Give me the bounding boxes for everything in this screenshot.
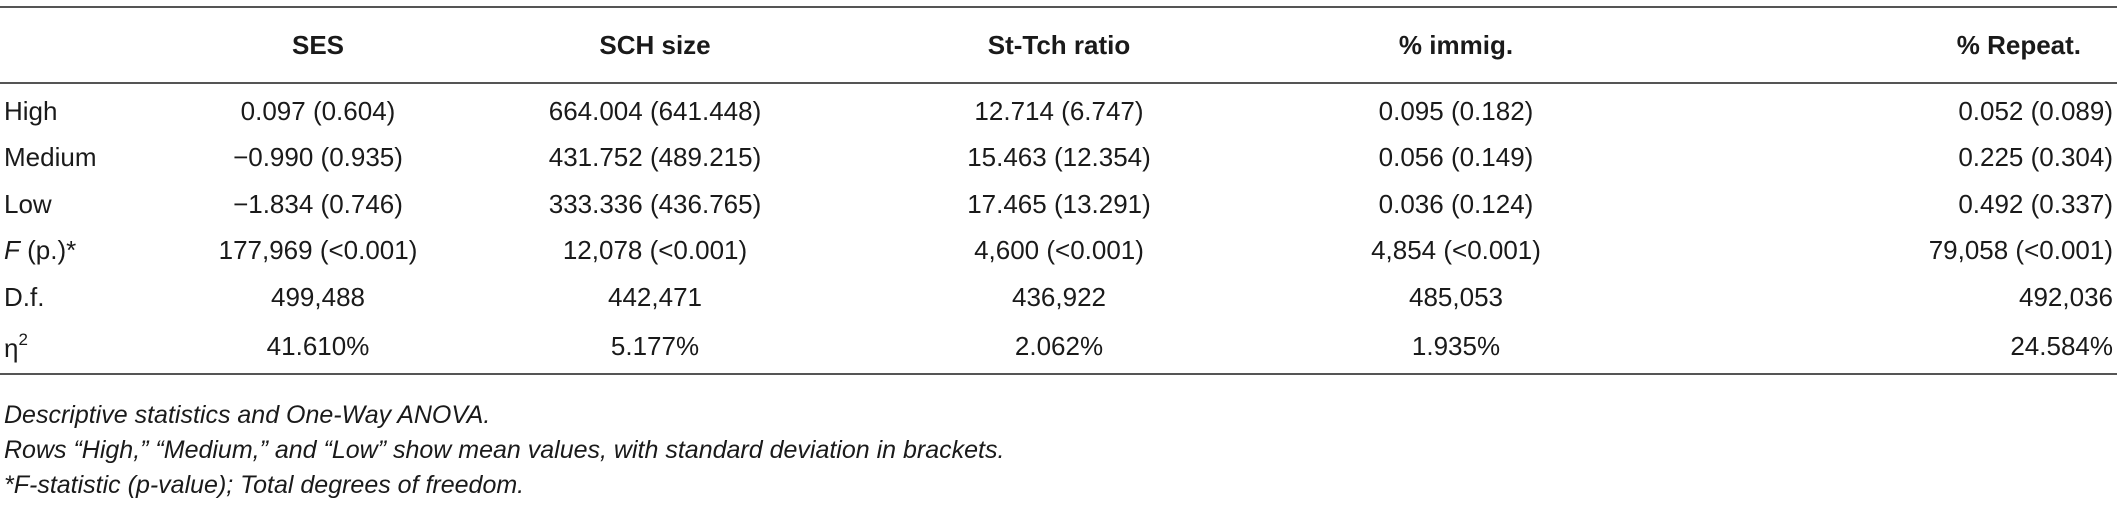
table-note: Rows “High,” “Medium,” and “Low” show me… [4,436,1005,464]
table-cell: −1.834 (0.746) [233,188,403,219]
table-cell: 499,488 [271,281,365,312]
eta-superscript: 2 [18,329,28,349]
row-label: High [4,95,58,126]
table-cell: 333.336 (436.765) [548,188,762,219]
table-note: Descriptive statistics and One-Way ANOVA… [4,401,491,429]
table-cell: 2.062% [864,320,1254,375]
table-cell: 15.463 (12.354) [967,142,1151,173]
table-cell: 0.225 (0.304) [1958,142,2113,173]
header-repeat: % Repeat. [1658,6,2117,84]
results-table: SES SCH size St-Tch ratio % immig. % Rep… [0,6,2117,375]
row-label: D.f. [4,281,45,312]
row-label: Medium [4,142,97,173]
table-cell: 442,471 [608,281,702,312]
table-cell: 4,854 (<0.001) [1371,235,1541,266]
table-cell: 41.610% [190,320,446,375]
table-cell: 0.056 (0.149) [1378,142,1534,173]
header-stub [0,6,190,84]
table-cell: 1.935% [1254,320,1658,375]
f-label-rest: (p.)* [19,235,77,266]
table-cell: 24.584% [1658,320,2117,375]
table-cell: 4,600 (<0.001) [974,235,1144,266]
row-label: η2 [0,320,190,375]
header-sch-size: SCH size [446,6,864,84]
table-row-df: D.f. 499,488 442,471 436,922 485,053 492… [0,274,2117,321]
table-row-medium: Medium −0.990 (0.935) 431.752 (489.215) … [0,135,2117,182]
table-cell: 12,078 (<0.001) [562,235,748,266]
table-header-row: SES SCH size St-Tch ratio % immig. % Rep… [0,6,2117,84]
table-cell: 0.492 (0.337) [1958,188,2113,219]
table-note: *F-statistic (p-value); Total degrees of… [4,471,525,499]
table-row-high: High 0.097 (0.604) 664.004 (641.448) 12.… [0,83,2117,135]
table-row-low: Low −1.834 (0.746) 333.336 (436.765) 17.… [0,181,2117,228]
row-label: Low [4,188,52,219]
table-row-eta-squared: η2 41.610% 5.177% 2.062% 1.935% 24.584% [0,320,2117,375]
table-cell: 436,922 [1012,281,1106,312]
table-cell: −0.990 (0.935) [233,142,403,173]
table-row-f-statistic: F (p.)* 177,969 (<0.001) 12,078 (<0.001)… [0,228,2117,275]
table-notes: Descriptive statistics and One-Way ANOVA… [4,398,1004,503]
results-table-container: SES SCH size St-Tch ratio % immig. % Rep… [0,6,2117,375]
table-cell: 0.097 (0.604) [240,95,396,126]
table-cell: 0.095 (0.182) [1378,95,1534,126]
eta-symbol: η [4,332,19,363]
row-label: F (p.)* [0,228,190,275]
table-cell: 5.177% [446,320,864,375]
table-cell: 17.465 (13.291) [967,188,1151,219]
header-immig: % immig. [1254,6,1658,84]
table-cell: 12.714 (6.747) [974,95,1144,126]
table-cell: 177,969 (<0.001) [218,235,418,266]
table-cell: 79,058 (<0.001) [1928,235,2113,266]
f-symbol: F [4,235,20,266]
header-st-tch-ratio: St-Tch ratio [864,6,1254,84]
table-cell: 0.052 (0.089) [1958,95,2113,126]
header-ses: SES [190,6,446,84]
table-cell: 431.752 (489.215) [548,142,762,173]
table-cell: 0.036 (0.124) [1378,188,1534,219]
table-cell: 664.004 (641.448) [548,95,762,126]
table-cell: 485,053 [1409,281,1503,312]
table-cell: 492,036 [2019,281,2113,312]
